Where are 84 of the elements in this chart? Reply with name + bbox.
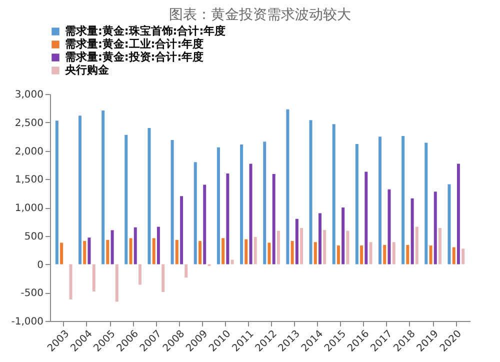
bar <box>249 164 252 264</box>
bar <box>244 239 248 264</box>
bar <box>263 142 266 264</box>
bar <box>230 260 234 264</box>
legend-label: 需求量:黄金:珠宝首饰:合计:年度 <box>65 24 226 38</box>
bar <box>364 172 368 264</box>
y-tick-label: 500 <box>24 231 44 242</box>
bar <box>290 240 294 264</box>
bar <box>156 226 160 264</box>
bar <box>309 120 312 264</box>
bar <box>124 134 128 264</box>
y-tick-label: -500 <box>20 288 44 300</box>
bar <box>323 230 326 264</box>
bar <box>406 244 410 264</box>
bar <box>415 226 418 264</box>
bar <box>410 198 414 264</box>
bar <box>194 162 197 264</box>
bar <box>346 230 350 264</box>
bar <box>276 230 280 264</box>
bar <box>152 238 156 264</box>
bar <box>369 242 372 264</box>
bar <box>92 264 96 292</box>
bar <box>162 264 165 292</box>
bar <box>434 192 437 264</box>
legend-label: 需求量:黄金:工业:合计:年度 <box>65 38 204 50</box>
bar <box>83 240 86 264</box>
bar <box>383 244 386 264</box>
bar <box>286 109 290 264</box>
bar <box>148 128 151 264</box>
y-tick-label: 1,500 <box>14 174 44 186</box>
bar <box>78 116 82 264</box>
bar <box>424 142 428 264</box>
bar <box>226 173 230 264</box>
chart-title: 图表：黄金投资需求波动较大 <box>169 7 351 23</box>
bar <box>138 264 142 285</box>
y-tick-label: -1,000 <box>11 316 44 328</box>
y-tick-label: 3,000 <box>14 90 44 100</box>
bar <box>216 147 220 264</box>
bar <box>452 247 456 264</box>
y-tick-label: 1,000 <box>14 203 44 214</box>
bar <box>300 228 304 264</box>
bar <box>115 264 118 302</box>
bar <box>129 238 132 264</box>
bar <box>429 246 432 264</box>
y-tick-label: 0 <box>37 260 44 271</box>
y-tick-label: 2,500 <box>14 118 44 129</box>
bar <box>272 174 276 264</box>
bar <box>336 246 340 264</box>
bar <box>378 136 382 264</box>
bar <box>314 242 317 264</box>
bar <box>55 120 58 264</box>
bar <box>342 208 345 264</box>
bar <box>402 136 405 264</box>
bar <box>222 238 225 264</box>
bar <box>392 242 396 264</box>
bar <box>355 144 358 264</box>
bar <box>438 228 442 264</box>
bar <box>332 124 336 264</box>
bar <box>462 248 465 264</box>
bar <box>360 246 364 264</box>
bar <box>106 240 110 264</box>
bar <box>134 227 137 264</box>
bar <box>254 237 257 264</box>
bar <box>184 264 188 278</box>
legend-label: 需求量:黄金:投资:合计:年度 <box>65 50 204 64</box>
bar <box>88 238 91 264</box>
bar <box>60 242 64 264</box>
bar <box>203 184 206 264</box>
bar <box>318 213 322 264</box>
bar <box>102 110 105 264</box>
bar <box>456 164 460 264</box>
bar <box>295 218 298 264</box>
y-tick-label: 2,000 <box>14 146 44 158</box>
bar <box>110 230 114 264</box>
bar <box>198 240 202 264</box>
bar <box>240 144 244 264</box>
bar <box>388 189 391 264</box>
bar <box>69 264 72 300</box>
bar <box>448 184 451 264</box>
bar <box>170 140 174 264</box>
bar <box>268 242 271 264</box>
bar <box>175 240 178 264</box>
legend-label: 央行购金 <box>64 64 110 76</box>
bar <box>180 196 184 264</box>
